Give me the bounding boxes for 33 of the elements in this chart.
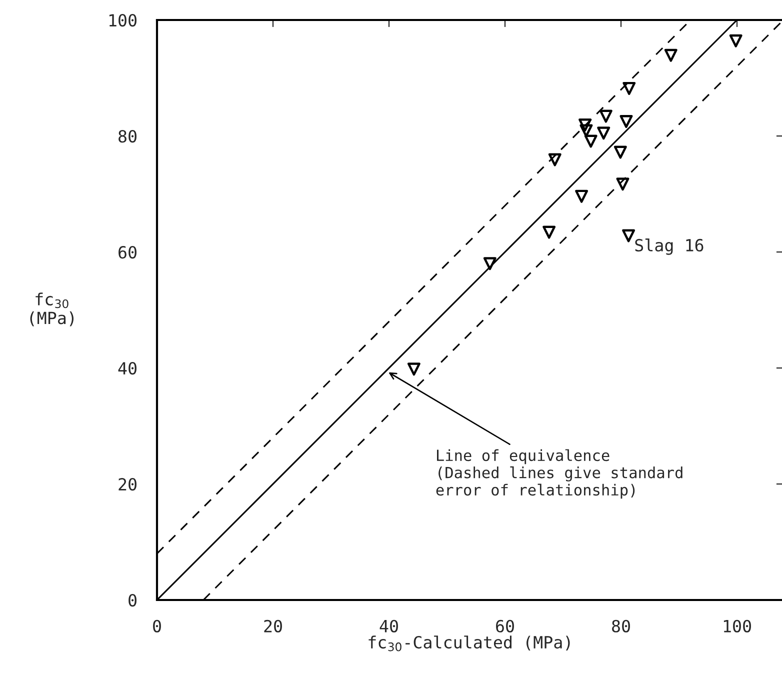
x-tick-label: 40 xyxy=(380,620,398,632)
y-tick-label: 0 xyxy=(128,594,136,607)
annotation: Slag 16 xyxy=(635,238,704,255)
x-tick-label: 100 xyxy=(724,620,751,632)
point xyxy=(575,190,588,203)
point xyxy=(614,146,627,159)
x-tick-label: 60 xyxy=(496,620,514,632)
y-tick-label: 100 xyxy=(109,14,136,27)
point xyxy=(542,226,556,239)
point xyxy=(620,115,633,128)
point xyxy=(407,362,420,376)
y-tick-label: 20 xyxy=(118,478,136,491)
point xyxy=(578,118,592,132)
point xyxy=(548,153,562,166)
point xyxy=(483,257,496,270)
x-tick-label: 80 xyxy=(612,620,630,632)
point xyxy=(622,82,636,95)
point xyxy=(580,124,593,138)
point xyxy=(664,48,678,62)
annotation: Line of equivalence (Dashed lines give standard error of relationship) xyxy=(436,449,682,499)
x-tick-label: 20 xyxy=(264,620,282,632)
point xyxy=(584,134,598,148)
point xyxy=(622,229,636,242)
point xyxy=(616,178,630,191)
y-tick-label: 40 xyxy=(118,362,136,375)
point xyxy=(729,34,742,48)
x-tick-label: 0 xyxy=(153,620,161,632)
x-axis-title: fc$_{30}$-Calculated (MPa) xyxy=(368,636,570,652)
y-axis-title: fc$_{30}$ (MPa) xyxy=(30,292,74,326)
y-tick-label: 80 xyxy=(118,130,136,143)
point xyxy=(599,110,612,123)
point xyxy=(597,126,610,140)
y-tick-label: 60 xyxy=(118,246,136,259)
